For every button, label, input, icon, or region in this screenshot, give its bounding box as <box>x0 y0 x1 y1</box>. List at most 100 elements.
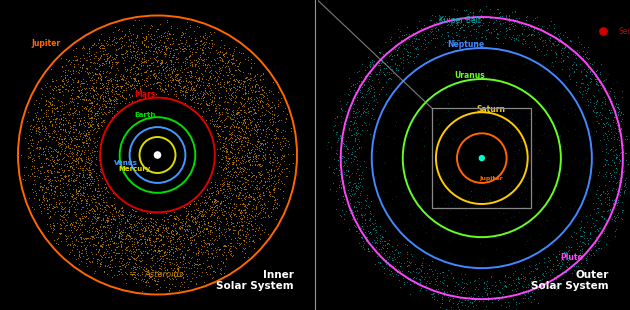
Point <box>79 105 89 110</box>
Point <box>432 36 442 41</box>
Point <box>205 90 215 95</box>
Point <box>591 76 601 81</box>
Point <box>47 108 57 113</box>
Point <box>98 200 108 205</box>
Point <box>146 85 156 90</box>
Point <box>106 202 116 207</box>
Point <box>131 43 141 48</box>
Point <box>245 96 255 101</box>
Point <box>234 78 244 83</box>
Point <box>537 61 547 66</box>
Point <box>514 124 524 129</box>
Point <box>96 123 106 128</box>
Point <box>541 85 551 90</box>
Point <box>255 78 265 83</box>
Point <box>169 246 180 251</box>
Point <box>176 225 186 230</box>
Point <box>493 188 503 193</box>
Point <box>241 123 251 128</box>
Point <box>124 233 134 238</box>
Point <box>520 24 530 29</box>
Point <box>131 79 141 84</box>
Point <box>355 90 365 95</box>
Point <box>214 134 224 139</box>
Point <box>119 42 129 47</box>
Point <box>442 30 452 35</box>
Point <box>45 205 55 210</box>
Point <box>207 275 217 280</box>
Point <box>156 244 166 249</box>
Point <box>72 149 82 154</box>
Point <box>231 204 241 209</box>
Point <box>222 158 232 163</box>
Point <box>266 167 276 172</box>
Point <box>501 31 511 36</box>
Point <box>402 53 412 58</box>
Point <box>74 154 84 159</box>
Point <box>365 82 375 87</box>
Point <box>71 188 81 193</box>
Point <box>229 49 239 54</box>
Point <box>52 161 62 166</box>
Point <box>54 117 64 122</box>
Point <box>156 60 166 64</box>
Point <box>512 18 522 23</box>
Point <box>64 131 74 136</box>
Point <box>614 123 624 128</box>
Point <box>111 98 121 103</box>
Point <box>456 285 466 290</box>
Point <box>233 171 243 176</box>
Point <box>72 112 83 117</box>
Point <box>86 111 96 116</box>
Point <box>471 40 481 45</box>
Point <box>190 215 200 220</box>
Point <box>69 178 79 183</box>
Point <box>246 193 256 198</box>
Point <box>555 37 565 42</box>
Point <box>459 28 469 33</box>
Point <box>457 15 467 20</box>
Point <box>243 91 253 95</box>
Point <box>127 273 137 278</box>
Point <box>154 39 164 44</box>
Point <box>210 122 220 126</box>
Point <box>152 54 162 59</box>
Point <box>404 146 415 151</box>
Point <box>80 178 90 183</box>
Point <box>76 144 86 149</box>
Point <box>139 23 149 28</box>
Point <box>220 135 231 140</box>
Point <box>526 220 536 225</box>
Point <box>128 270 138 275</box>
Point <box>249 197 259 202</box>
Point <box>185 73 195 78</box>
Point <box>196 213 206 218</box>
Point <box>534 261 544 266</box>
Point <box>423 31 433 36</box>
Point <box>217 63 227 68</box>
Point <box>226 97 236 102</box>
Point <box>203 241 214 246</box>
Point <box>215 45 225 50</box>
Point <box>97 230 107 235</box>
Point <box>224 200 234 205</box>
Point <box>356 74 366 79</box>
Point <box>167 232 177 237</box>
Point <box>141 220 151 225</box>
Point <box>156 236 166 241</box>
Point <box>122 48 132 53</box>
Point <box>26 142 36 147</box>
Point <box>416 286 426 291</box>
Point <box>94 248 104 253</box>
Point <box>352 70 362 75</box>
Point <box>73 184 83 189</box>
Point <box>72 100 82 105</box>
Point <box>610 100 621 105</box>
Point <box>44 104 54 109</box>
Point <box>491 40 501 45</box>
Point <box>214 109 224 114</box>
Point <box>204 82 214 87</box>
Point <box>174 44 184 49</box>
Point <box>94 214 104 219</box>
Point <box>371 228 381 232</box>
